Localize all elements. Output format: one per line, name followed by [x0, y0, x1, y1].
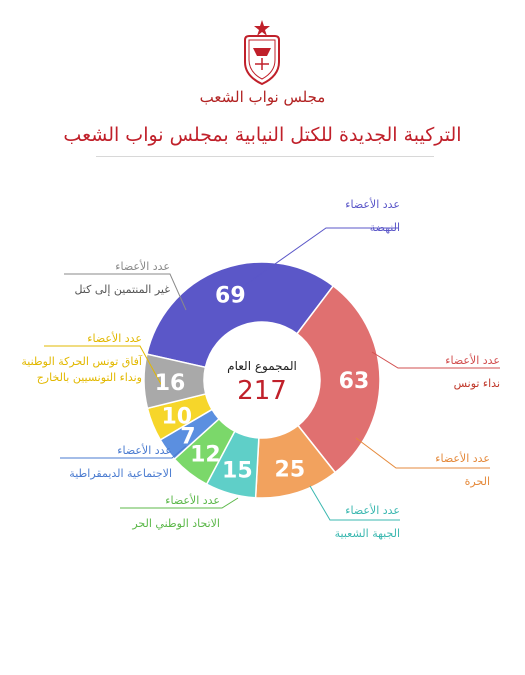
- leader-line-6: [60, 445, 187, 459]
- slice-value-8: 16: [155, 371, 186, 396]
- slice-value-5: 12: [190, 443, 221, 468]
- slice-label-caption: عدد الأعضاء: [435, 452, 490, 465]
- slice-label-6: عدد الأعضاء الاجتماعية الديمقراطية: [69, 444, 172, 480]
- leader-line-5: [120, 497, 239, 509]
- leader-line-8: [64, 273, 187, 311]
- title-divider: [96, 156, 434, 157]
- org-name: مجلس نواب الشعب: [199, 88, 326, 106]
- center-hole: [204, 322, 320, 438]
- slice-label-name: آفاق تونس الحركة الوطنية: [21, 355, 142, 368]
- slice-label-8: عدد الأعضاء غير المنتمين إلى كتل: [74, 260, 170, 296]
- slice-value-3: 25: [275, 458, 306, 483]
- center-total-value: 217: [237, 376, 287, 406]
- slice-label-2: عدد الأعضاء نداء تونس: [445, 354, 500, 390]
- slice-label-1: عدد الأعضاء النهضة: [345, 198, 400, 234]
- slice-label-name: الاجتماعية الديمقراطية: [69, 467, 172, 480]
- center-total-label: المجموع العام: [227, 359, 297, 374]
- slice-label-caption: عدد الأعضاء: [117, 444, 172, 457]
- slice-label-name: الجبهة الشعبية: [334, 527, 400, 540]
- slice-label-3: عدد الأعضاء الحرة: [435, 452, 490, 488]
- slice-label-4: عدد الأعضاء الجبهة الشعبية: [335, 504, 400, 540]
- slice-label-caption: عدد الأعضاء: [445, 354, 500, 367]
- slice-value-1: 69: [215, 284, 246, 309]
- slice-label-name: الاتحاد الوطني الحر: [132, 517, 220, 530]
- slice-label-name: الحرة: [464, 475, 490, 488]
- leader-line-3: [355, 437, 490, 469]
- header: مجلس نواب الشعب التركيبة الجديدة للكتل ا…: [0, 0, 525, 160]
- slice-value-6: 7: [180, 424, 195, 449]
- slice-label-caption: عدد الأعضاء: [87, 332, 142, 345]
- slice-label-name: النهضة: [369, 221, 400, 234]
- slice-label-caption: عدد الأعضاء: [115, 260, 170, 273]
- leader-line-2: [371, 351, 500, 369]
- leader-line-4: [309, 485, 400, 521]
- slice-value-4: 15: [222, 459, 253, 484]
- chart-leader-lines: [44, 227, 500, 521]
- slice-label-caption: عدد الأعضاء: [165, 494, 220, 507]
- slice-value-2: 63: [339, 369, 370, 394]
- page-title: التركيبة الجديدة للكتل النيابية بمجلس نو…: [63, 124, 462, 146]
- slice-label-caption: عدد الأعضاء: [345, 198, 400, 211]
- leader-line-7: [44, 345, 163, 387]
- slice-value-7: 10: [162, 405, 193, 430]
- slice-label-name: نداء تونس: [453, 377, 500, 390]
- slice-label-7: عدد الأعضاء آفاق تونس الحركة الوطنية ونداء…: [21, 332, 142, 384]
- slice-label-5: عدد الأعضاء الاتحاد الوطني الحر: [132, 494, 220, 530]
- leader-line-1: [237, 227, 398, 291]
- parliament-emblem-icon: [244, 20, 280, 86]
- slice-label-caption: عدد الأعضاء: [345, 504, 400, 517]
- slice-label-name-line2: ونداء التونسيين بالخارج: [36, 371, 142, 384]
- slice-label-name: غير المنتمين إلى كتل: [74, 283, 170, 296]
